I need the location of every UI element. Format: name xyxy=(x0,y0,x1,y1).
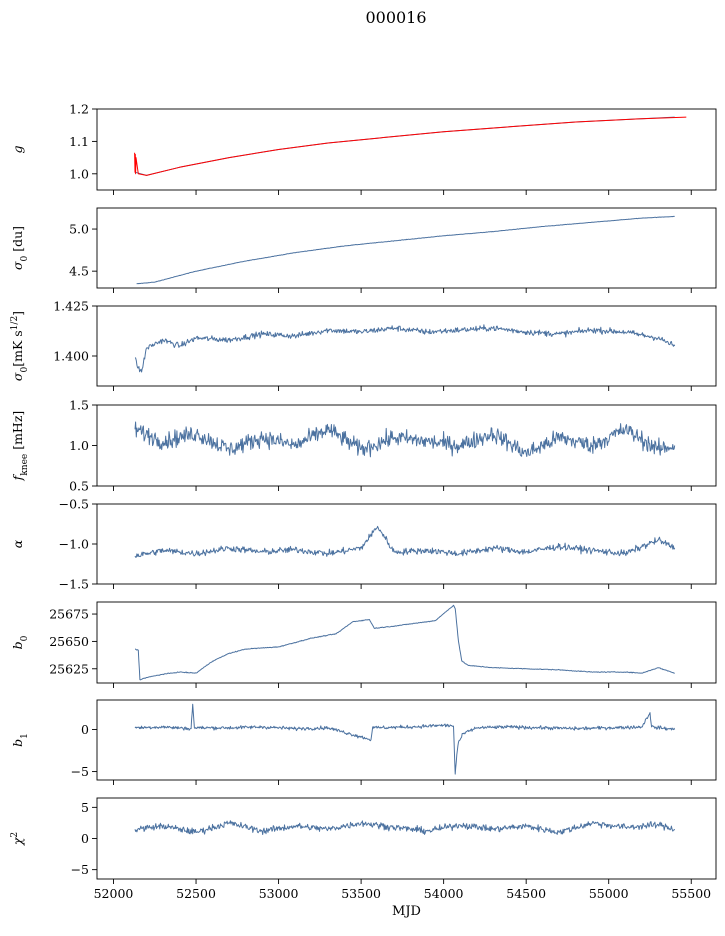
panel-g: 1.0 1.1 1.2 g xyxy=(10,102,717,195)
y-axis-label-sigma0_white: σ0[mK s1/2] xyxy=(10,311,30,381)
y-tick-label-g: 1.1 xyxy=(69,134,89,149)
y-tick-label-sigma0: 4.5 xyxy=(69,264,89,279)
axes-frame-sigma0_white xyxy=(96,305,717,387)
axes-frame-fknee xyxy=(96,404,717,487)
panel-sigma0_white: 1.400 1.425 σ0[mK s1/2] xyxy=(10,299,717,391)
series-line-g-fit xyxy=(134,116,687,176)
y-tick-label-fknee: 1.0 xyxy=(69,438,89,453)
y-axis-label-alpha: α xyxy=(10,539,25,548)
x-tick-label: 53500 xyxy=(341,886,381,901)
y-axis-label-sigma0: σ0 [du] xyxy=(10,226,30,270)
y-tick-label-chi2: 0 xyxy=(81,831,89,846)
y-axis-label-chi2: χ2 xyxy=(10,832,25,846)
y-tick-label-b0: 25675 xyxy=(49,607,89,622)
axes-frame-sigma0 xyxy=(96,207,717,289)
x-axis-label: MJD xyxy=(392,904,421,919)
panels: 1.0 1.1 1.2 g 4.5 5.0 σ0 [du] 1.400 1.425 σ0[mK s… xyxy=(10,102,717,919)
y-tick-label-alpha: −1.0 xyxy=(59,537,89,552)
y-axis-label-g: g xyxy=(10,145,25,153)
y-tick-label-alpha: −1.5 xyxy=(59,577,89,592)
y-axis-label-b0: b0 xyxy=(10,635,30,649)
figure-title: 000016 xyxy=(365,8,426,27)
y-tick-label-g: 1.2 xyxy=(69,102,89,117)
series-line-fknee xyxy=(134,421,676,458)
series-line-g xyxy=(134,116,675,176)
y-axis-label-fknee: fknee [mHz] xyxy=(10,411,30,482)
y-tick-label-b1: 0 xyxy=(81,722,89,737)
panel-chi2: −5 0 5 52000 52500 53000 53500 54000 54500 55000 5… xyxy=(10,797,717,919)
axes-frame-g xyxy=(96,108,717,191)
series-line-chi2 xyxy=(134,820,676,835)
series-line-b0 xyxy=(135,604,675,681)
panel-alpha: −1.5 −1.0 −0.5 α xyxy=(10,497,717,592)
axes-frame-chi2 xyxy=(96,797,717,880)
axes-frame-b1 xyxy=(96,699,717,781)
y-tick-label-b0: 25650 xyxy=(49,634,89,649)
axes-frame-b0 xyxy=(96,601,717,684)
panel-b1: −5 0 b1 xyxy=(10,699,717,785)
x-tick-label: 53000 xyxy=(259,886,299,901)
y-tick-label-sigma0: 5.0 xyxy=(69,222,89,237)
y-tick-label-fknee: 1.5 xyxy=(69,398,89,413)
x-tick-label: 52500 xyxy=(176,886,216,901)
axes-frame-alpha xyxy=(96,503,717,585)
series-line-sigma0 xyxy=(136,215,675,285)
y-tick-label-chi2: −5 xyxy=(71,862,89,877)
y-tick-label-chi2: 5 xyxy=(81,800,89,815)
y-tick-label-b1: −5 xyxy=(71,764,89,779)
panel-fknee: 0.5 1.0 1.5 fknee [mHz] xyxy=(10,398,717,494)
series-line-alpha xyxy=(134,525,676,558)
y-tick-label-fknee: 0.5 xyxy=(69,479,89,494)
series-line-sigma0_white xyxy=(134,324,676,373)
series-line-b1 xyxy=(134,703,676,775)
y-axis-label-b1: b1 xyxy=(10,733,30,747)
y-tick-label-alpha: −0.5 xyxy=(59,497,89,512)
panel-sigma0: 4.5 5.0 σ0 [du] xyxy=(10,207,717,293)
x-tick-label: 52000 xyxy=(94,886,134,901)
x-tick-label: 54500 xyxy=(506,886,546,901)
x-tick-label: 54000 xyxy=(424,886,464,901)
y-tick-label-b0: 25625 xyxy=(49,661,89,676)
y-tick-label-sigma0_white: 1.400 xyxy=(53,349,89,364)
y-tick-label-sigma0_white: 1.425 xyxy=(53,299,89,314)
x-tick-label: 55500 xyxy=(671,886,711,901)
panel-b0: 25625 25650 25675 b0 xyxy=(10,601,717,688)
x-tick-label: 55000 xyxy=(589,886,629,901)
y-tick-label-g: 1.0 xyxy=(69,166,89,181)
